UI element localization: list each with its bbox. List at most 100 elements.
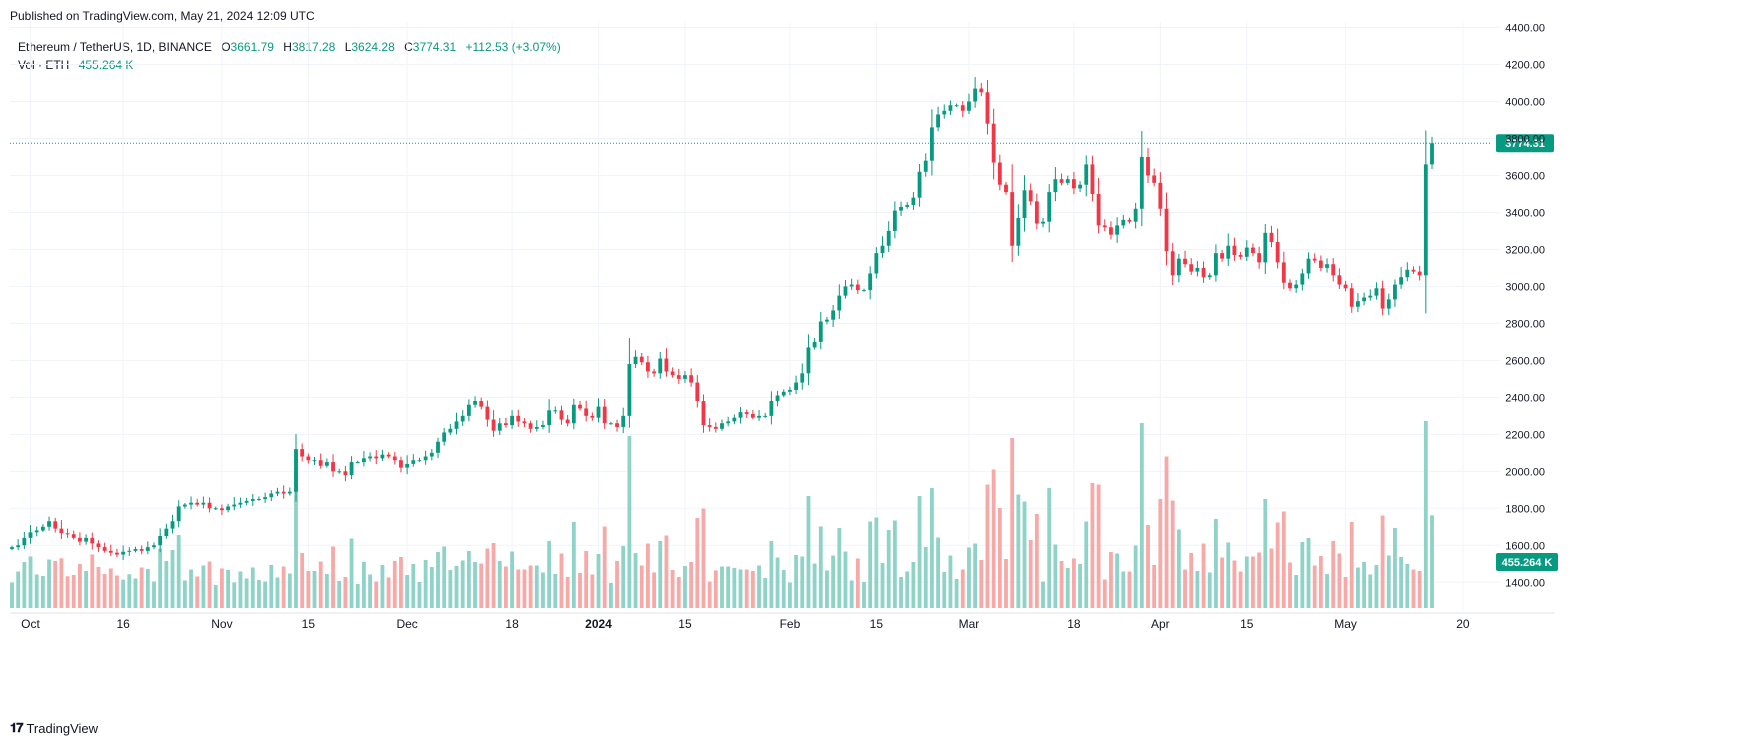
- volume-bar: [318, 561, 323, 608]
- price-tick-label: 3800.00: [1505, 133, 1545, 145]
- candle-body: [1362, 297, 1367, 302]
- price-tick-label: 3200.00: [1505, 244, 1545, 256]
- volume-bar: [892, 520, 897, 608]
- candle-body: [1232, 245, 1237, 255]
- volume-bar: [639, 565, 644, 608]
- candle-body: [448, 428, 453, 433]
- volume-bar: [1158, 499, 1163, 608]
- volume-bar: [886, 530, 891, 608]
- candle-body: [929, 127, 934, 161]
- volume-bar: [794, 555, 799, 608]
- candle-body: [979, 88, 984, 93]
- volume-bar: [615, 561, 619, 608]
- volume-bar: [726, 566, 731, 608]
- candle-body: [102, 547, 107, 551]
- price-tick-label: 1800.00: [1505, 503, 1545, 515]
- candle-body: [90, 537, 95, 544]
- candle-body: [1281, 262, 1286, 283]
- volume-bar: [917, 496, 922, 608]
- volume-bar: [1232, 560, 1237, 608]
- time-tick-label: 2024: [585, 617, 612, 631]
- volume-bar: [405, 575, 410, 608]
- footer-brand[interactable]: TradingView: [26, 720, 99, 736]
- candle-body: [1059, 179, 1064, 183]
- volume-bar: [10, 582, 14, 608]
- candle-body: [726, 421, 731, 424]
- candle-body: [361, 458, 366, 463]
- volume-badge-label: 455.264 K: [1502, 557, 1553, 569]
- candle-body: [1195, 267, 1200, 272]
- candle-body: [1355, 301, 1360, 307]
- volume-bar: [300, 553, 305, 608]
- volume-bar: [115, 575, 119, 608]
- volume-bar: [1028, 540, 1033, 608]
- candle-body: [794, 382, 799, 390]
- volume-bar: [985, 484, 990, 608]
- candle-body: [1263, 232, 1268, 263]
- volume-bar: [1374, 565, 1379, 608]
- volume-bar: [448, 570, 453, 608]
- candle-body: [287, 491, 292, 494]
- candle-body: [503, 423, 508, 426]
- candle-body: [973, 88, 978, 102]
- tradingview-logo-icon[interactable]: 𝟏𝟕: [10, 720, 24, 735]
- time-tick-label: 15: [870, 617, 884, 631]
- volume-bar: [701, 508, 706, 608]
- high-value: 3817.28: [291, 40, 336, 54]
- volume-bar: [213, 585, 218, 608]
- volume-bar: [1022, 501, 1027, 608]
- candle-body: [281, 491, 286, 494]
- candle-body: [133, 548, 138, 551]
- candle-body: [960, 105, 965, 111]
- candle-body: [954, 105, 959, 107]
- volume-bar: [757, 565, 761, 608]
- volume-bar: [158, 548, 163, 608]
- candle-body: [318, 460, 323, 466]
- candle-body: [868, 273, 873, 291]
- candle-body: [263, 497, 268, 500]
- price-tick-label: 2400.00: [1505, 392, 1545, 404]
- open-label: O: [221, 40, 231, 54]
- volume-bar: [65, 576, 70, 608]
- candle-body: [886, 230, 891, 246]
- candle-body: [300, 449, 305, 457]
- candle-body: [201, 502, 206, 505]
- volume-bar: [28, 556, 33, 608]
- candle-body: [1201, 267, 1206, 278]
- candle-body: [1220, 253, 1225, 259]
- candle-body: [238, 502, 243, 505]
- candle-body: [368, 456, 373, 459]
- volume-label[interactable]: Vol · ETH: [18, 58, 70, 72]
- candle-body: [541, 425, 545, 427]
- price-tick-label: 4400.00: [1505, 23, 1545, 35]
- candle-body: [701, 401, 706, 426]
- volume-bar: [473, 562, 477, 608]
- volume-bar: [707, 581, 712, 608]
- volume-bar: [232, 582, 237, 608]
- volume-bar: [1349, 522, 1354, 608]
- time-tick-label: Nov: [211, 617, 232, 631]
- candle-body: [1170, 251, 1175, 276]
- volume-bar: [152, 581, 156, 608]
- candle-body: [757, 415, 761, 418]
- candle-body: [781, 391, 786, 396]
- volume-bar: [1331, 541, 1336, 608]
- candle-body: [108, 550, 113, 553]
- candle-body: [232, 504, 237, 507]
- symbol-label[interactable]: Ethereum / TetherUS, 1D, BINANCE: [18, 40, 212, 54]
- candle-body: [59, 528, 64, 534]
- candle-body: [28, 532, 33, 538]
- candle-body: [713, 426, 718, 429]
- candle-body: [213, 508, 218, 510]
- candle-body: [1109, 227, 1113, 235]
- volume-bar: [399, 557, 403, 608]
- candle-body: [763, 415, 768, 417]
- volume-bar: [911, 562, 916, 608]
- candle-body: [855, 284, 860, 291]
- volume-bar: [596, 554, 601, 608]
- volume-bar: [923, 547, 928, 608]
- volume-bar: [294, 459, 298, 608]
- volume-bar: [547, 541, 552, 608]
- candle-body: [1078, 184, 1083, 189]
